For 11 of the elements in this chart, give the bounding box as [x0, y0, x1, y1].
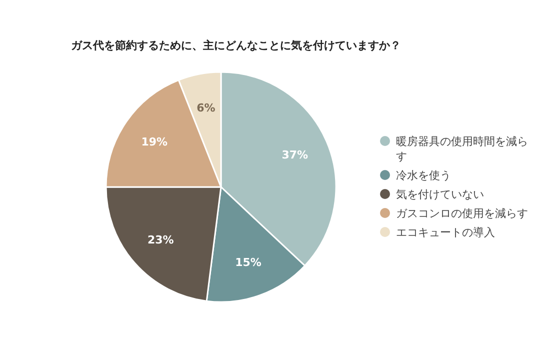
data-label: 37% — [282, 148, 308, 162]
data-label: 15% — [235, 256, 262, 270]
legend-label: エコキュートの導入 — [396, 226, 495, 238]
legend-label: 冷水を使う — [396, 168, 451, 182]
legend-label: ガスコンロの使用を減らす — [396, 206, 528, 220]
legend-label: 気を付けていない — [396, 188, 484, 200]
data-label: 19% — [141, 135, 168, 148]
data-label: 23% — [147, 234, 174, 247]
data-label: 6% — [196, 101, 216, 114]
legend-label: 暖房器具の使用時間を減らす — [396, 134, 528, 162]
chart-title: ガス代を節約するために、主にどんなことに気を付けていますか？ — [71, 39, 401, 52]
